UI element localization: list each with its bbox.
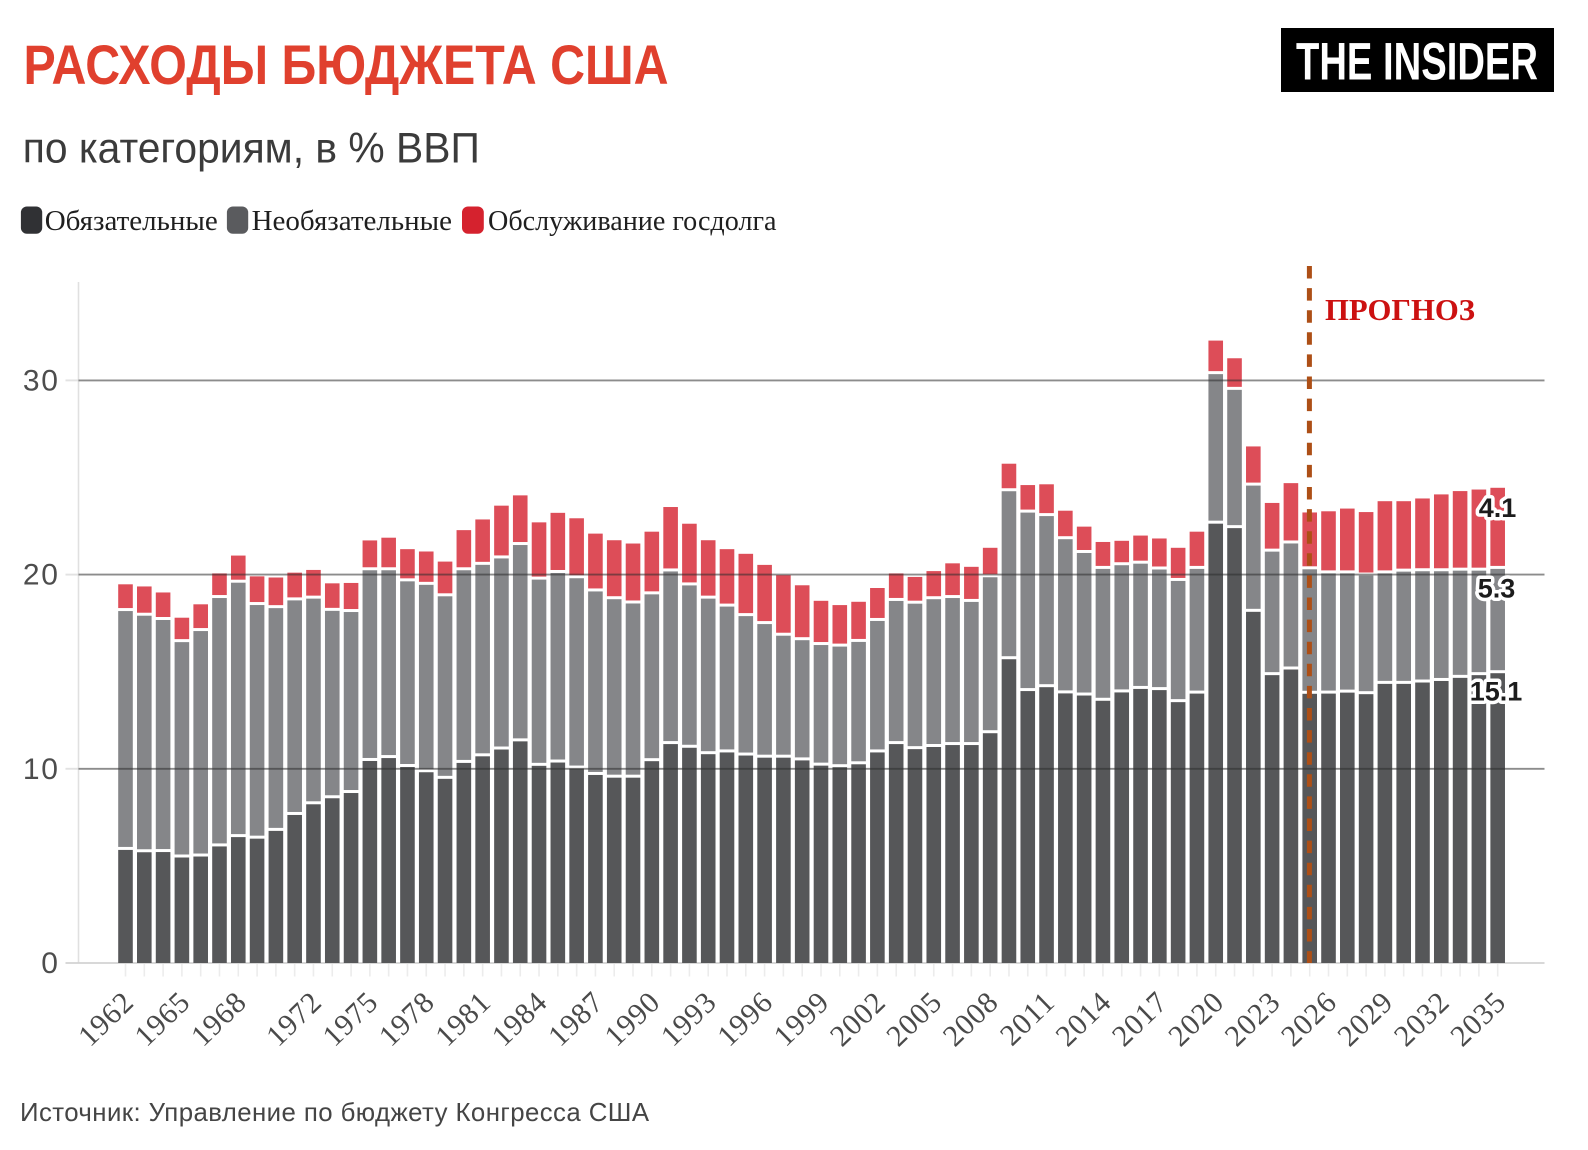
- svg-text:15.1: 15.1: [1470, 677, 1523, 707]
- svg-text:РАСХОДЫ БЮДЖЕТА США: РАСХОДЫ БЮДЖЕТА США: [24, 34, 669, 96]
- svg-text:5.3: 5.3: [1478, 574, 1516, 604]
- svg-text:30: 30: [23, 364, 60, 397]
- svg-text:ПРОГНОЗ: ПРОГНОЗ: [1325, 292, 1475, 327]
- svg-text:20: 20: [23, 559, 60, 592]
- svg-text:Обязательные: Обязательные: [45, 205, 218, 237]
- svg-text:10: 10: [23, 753, 60, 786]
- svg-text:Необязательные: Необязательные: [252, 205, 452, 237]
- svg-text:0: 0: [41, 947, 59, 980]
- svg-text:4.1: 4.1: [1479, 493, 1517, 523]
- svg-text:THE INSIDER: THE INSIDER: [1296, 33, 1538, 92]
- svg-text:Источник: Управление по бюджет: Источник: Управление по бюджету Конгресс…: [20, 1099, 650, 1127]
- svg-text:по категориям, в % ВВП: по категориям, в % ВВП: [23, 126, 480, 173]
- svg-text:Обслуживание госдолга: Обслуживание госдолга: [488, 205, 777, 237]
